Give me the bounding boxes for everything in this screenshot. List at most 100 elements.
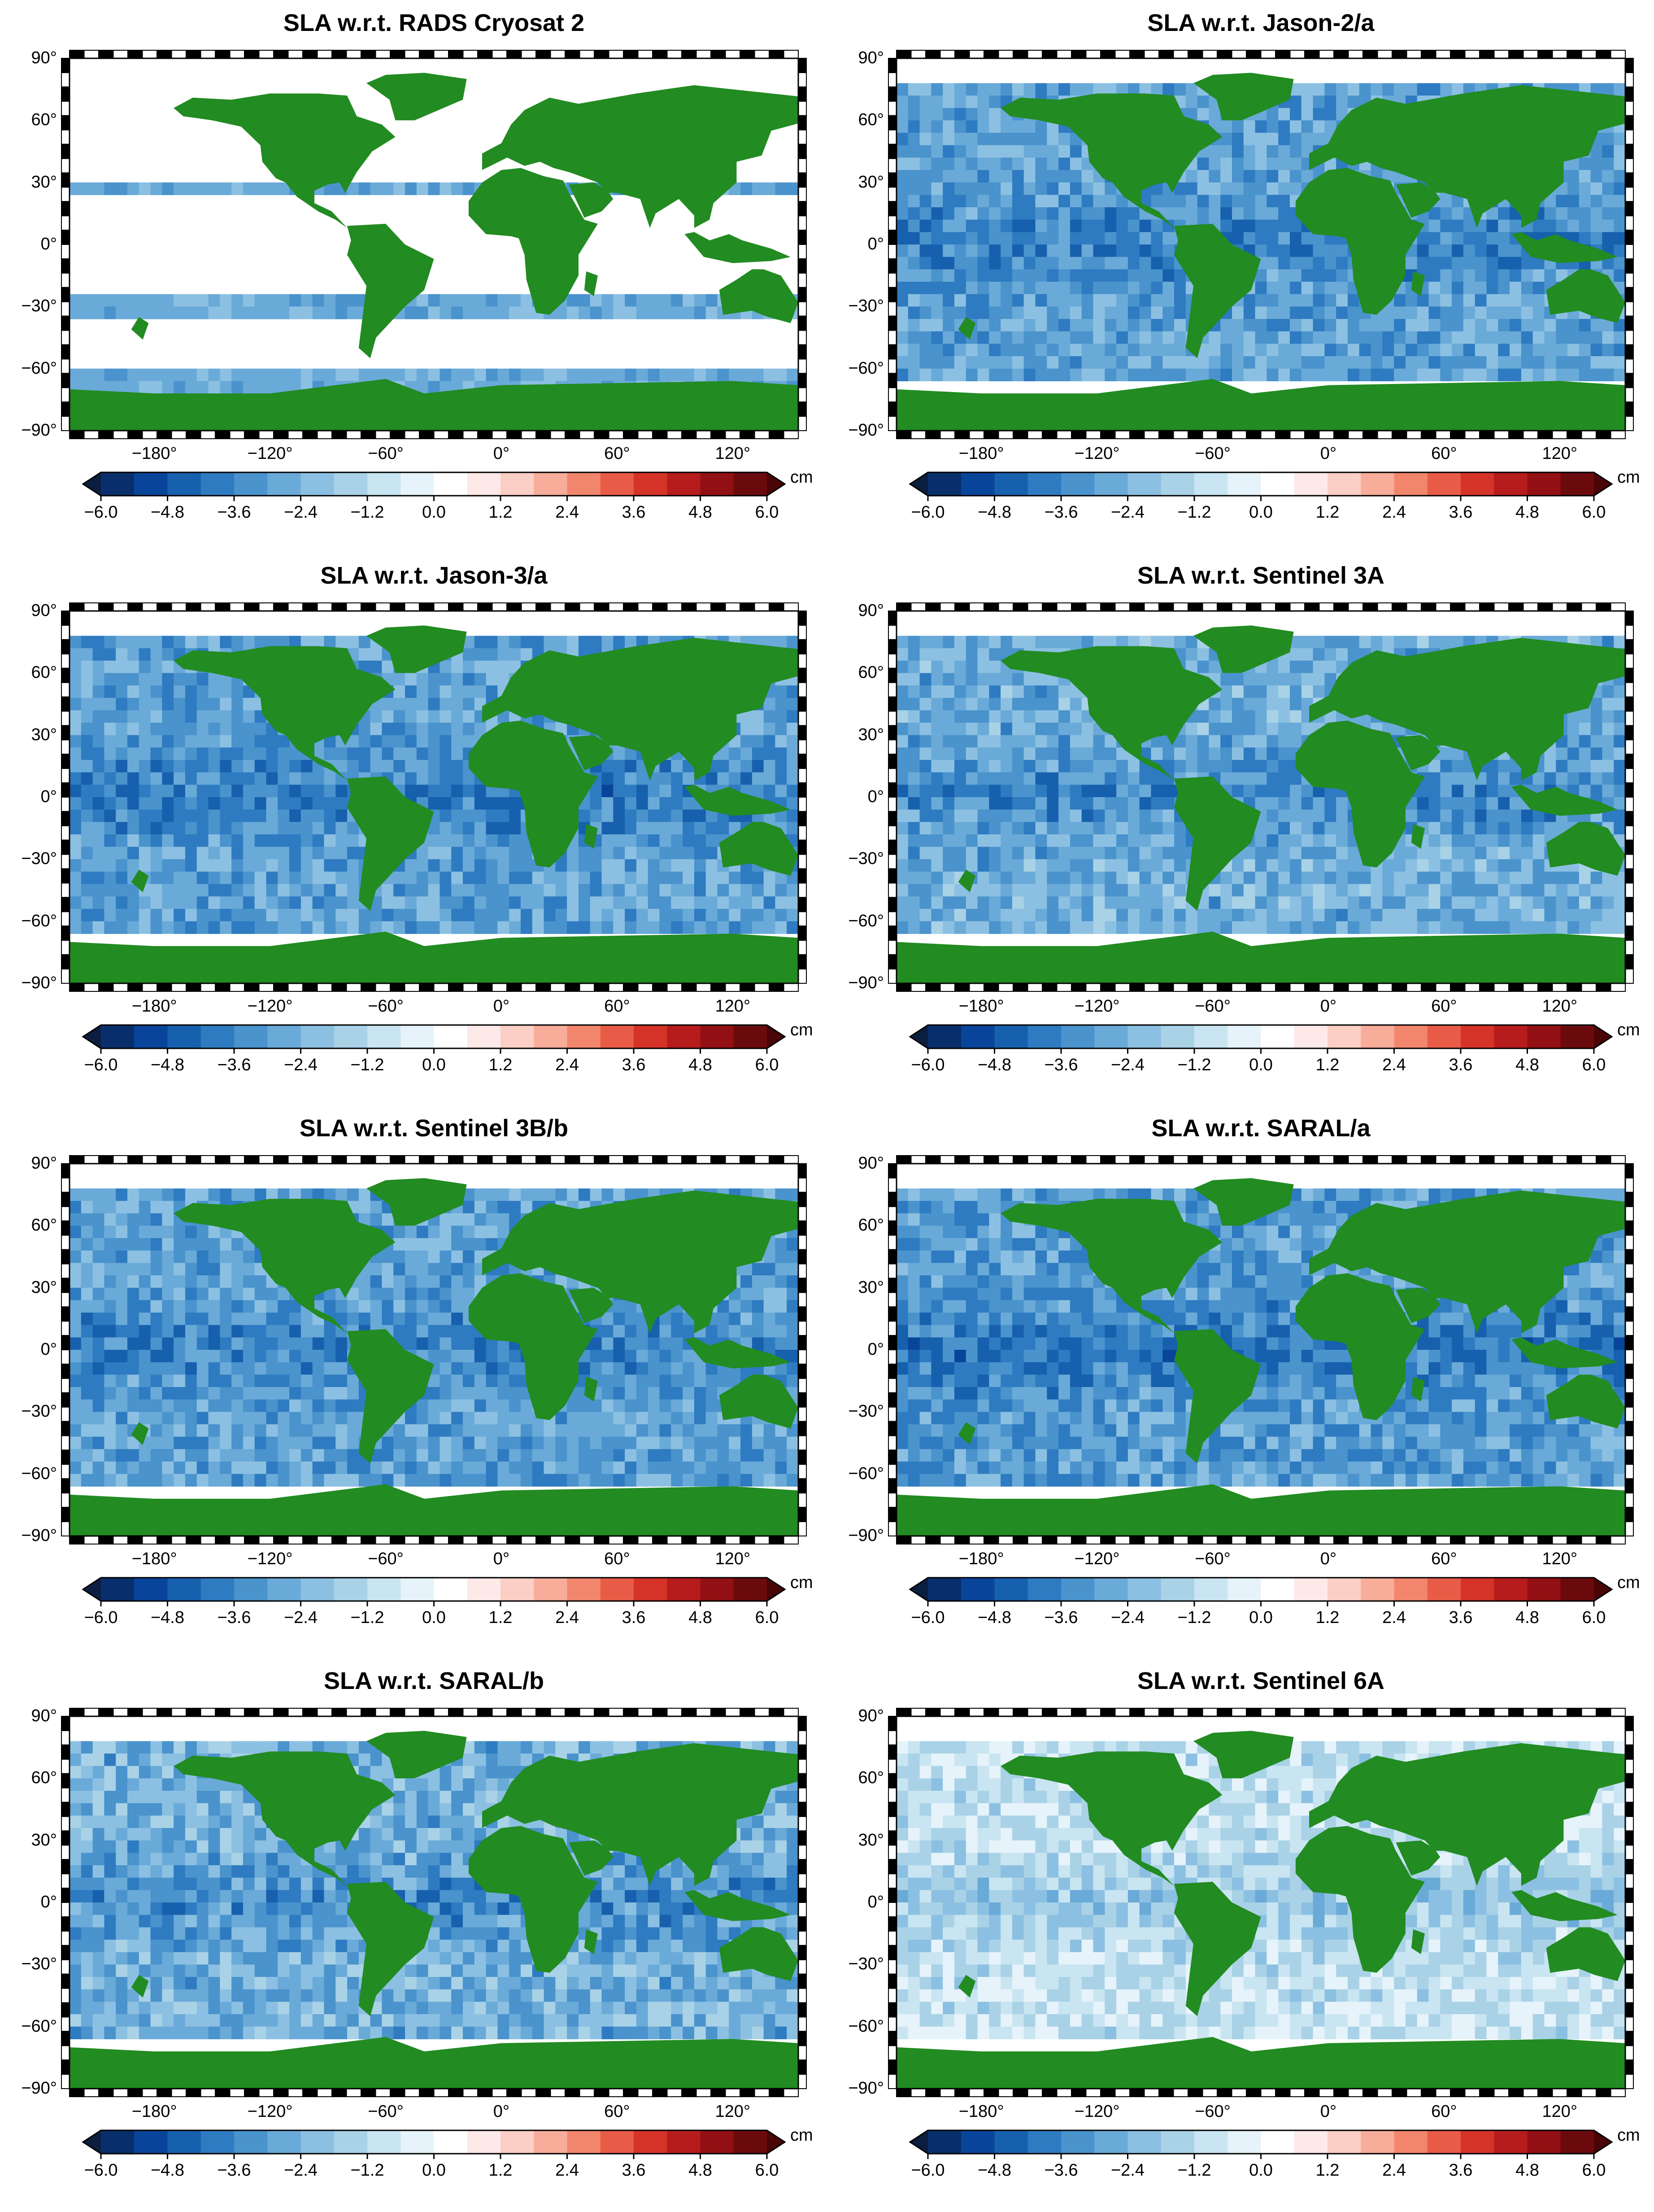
heatmap-cell [1232, 772, 1244, 785]
heatmap-cell [196, 294, 209, 307]
heatmap-cell [1070, 636, 1082, 649]
heatmap-cell [81, 884, 93, 897]
heatmap-cell [289, 909, 301, 922]
heatmap-cell [752, 921, 764, 934]
heatmap-cell [1185, 368, 1198, 381]
heatmap-cell [919, 182, 931, 195]
heatmap-cell [919, 319, 931, 332]
heatmap-cell [231, 381, 244, 394]
heatmap-cell [162, 735, 174, 748]
heatmap-cell [1324, 83, 1336, 96]
heatmap-cell [1278, 735, 1290, 748]
heatmap-cell [1185, 648, 1198, 661]
heatmap-cell [977, 710, 989, 723]
heatmap-cell [1255, 785, 1267, 798]
heatmap-cell [1371, 319, 1383, 332]
heatmap-cell [1047, 182, 1059, 195]
heatmap-cell [127, 368, 139, 381]
heatmap-cell [1105, 257, 1117, 270]
heatmap-cell [1579, 896, 1591, 909]
heatmap-cell [1058, 859, 1071, 872]
heatmap-cell [919, 269, 931, 282]
heatmap-cell [335, 921, 348, 934]
colorbar-swatch [1594, 472, 1612, 496]
colorbar-swatch [667, 1025, 701, 1048]
heatmap-cell [1047, 207, 1059, 220]
heatmap-cell [335, 294, 348, 307]
heatmap-cell [1428, 232, 1441, 245]
heatmap-cell [1047, 909, 1059, 922]
heatmap-cell [555, 859, 567, 872]
heatmap-cell [1614, 747, 1625, 760]
heatmap-cell [1498, 760, 1510, 773]
heatmap-cell [625, 368, 637, 381]
colorbar-tick-label: 3.6 [622, 503, 646, 522]
heatmap-cell [1220, 344, 1232, 357]
heatmap-cell [347, 896, 359, 909]
heatmap-cell [1023, 83, 1036, 96]
heatmap-cell [1324, 108, 1336, 121]
heatmap-cell [532, 921, 544, 934]
heatmap-cell [486, 872, 498, 885]
heatmap-cell [966, 636, 978, 649]
heatmap-cell [116, 785, 128, 798]
heatmap-cell [300, 859, 313, 872]
heatmap-cell [966, 685, 978, 698]
heatmap-cell [1012, 182, 1024, 195]
heatmap-cell [954, 785, 966, 798]
heatmap-cell [139, 660, 151, 673]
heatmap-cell [1162, 282, 1175, 295]
heatmap-cell [1371, 884, 1383, 897]
heatmap-cell [1267, 685, 1279, 698]
heatmap-cell [1313, 294, 1325, 307]
heatmap-cell [1301, 356, 1314, 369]
heatmap-cell [943, 909, 955, 922]
heatmap-cell [1324, 636, 1336, 649]
heatmap-cell [931, 648, 943, 661]
heatmap-cell [1162, 822, 1175, 835]
heatmap-cell [1510, 872, 1522, 885]
heatmap-cell [1035, 120, 1047, 133]
heatmap-cell [1428, 822, 1441, 835]
heatmap-cell [1047, 282, 1059, 295]
heatmap-cell [1151, 195, 1163, 208]
heatmap-cell [989, 344, 1001, 357]
heatmap-cell [196, 785, 209, 798]
land-mass [1193, 73, 1294, 121]
colorbar-swatch [83, 472, 101, 496]
heatmap-cell [1347, 344, 1360, 357]
heatmap-cell [1614, 735, 1625, 748]
heatmap-cell [989, 660, 1001, 673]
heatmap-cell [1567, 747, 1580, 760]
heatmap-cell [1197, 648, 1210, 661]
heatmap-cell [312, 859, 325, 872]
heatmap-cell [1336, 797, 1348, 810]
heatmap-cell [92, 760, 104, 773]
heatmap-cell [1417, 797, 1429, 810]
heatmap-cell [1209, 896, 1221, 909]
heatmap-cell [1371, 331, 1383, 344]
heatmap-cell [92, 723, 104, 736]
heatmap-cell [954, 760, 966, 773]
heatmap-cell [1105, 331, 1117, 344]
heatmap-cell [1614, 145, 1625, 158]
heatmap-cell [1567, 735, 1580, 748]
heatmap-cell [943, 872, 955, 885]
heatmap-cell [174, 846, 186, 859]
heatmap-cell [1023, 331, 1036, 344]
heatmap-cell [966, 83, 978, 96]
heatmap-cell [1347, 331, 1360, 344]
heatmap-cell [1047, 797, 1059, 810]
heatmap-cell [1047, 760, 1059, 773]
heatmap-cell [1093, 735, 1105, 748]
heatmap-cell [451, 772, 463, 785]
heatmap-cell [908, 859, 920, 872]
heatmap-cell [625, 772, 637, 785]
heatmap-cell [174, 735, 186, 748]
heatmap-cell [1324, 368, 1336, 381]
heatmap-cell [1602, 356, 1614, 369]
heatmap-cell [81, 896, 93, 909]
heatmap-cell [1023, 747, 1036, 760]
heatmap-cell [1139, 772, 1152, 785]
heatmap-cell [1614, 244, 1625, 257]
